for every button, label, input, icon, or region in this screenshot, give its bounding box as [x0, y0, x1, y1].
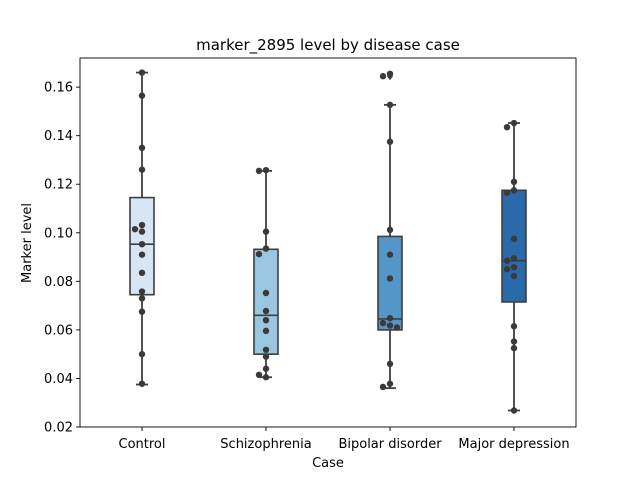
data-point — [262, 228, 270, 235]
y-tick-label: 0.14 — [44, 129, 73, 144]
data-point — [379, 319, 387, 327]
y-axis-label: Marker level — [20, 203, 35, 283]
data-point — [386, 275, 394, 282]
data-point — [510, 178, 518, 186]
data-point — [379, 73, 387, 80]
data-point — [255, 371, 263, 379]
data-point — [255, 250, 263, 258]
data-point — [138, 92, 146, 99]
data-point — [138, 288, 146, 295]
data-point — [262, 245, 270, 252]
box-group-schizophrenia — [253, 169, 279, 379]
data-point — [138, 166, 146, 173]
plot-frame — [79, 57, 577, 428]
data-point — [138, 69, 146, 76]
data-point — [386, 380, 394, 387]
data-point — [255, 167, 263, 175]
data-point — [138, 269, 146, 277]
data-point — [138, 251, 146, 258]
data-point — [503, 266, 511, 273]
y-tick-label: 0.06 — [44, 323, 73, 338]
x-axis-label: Case — [312, 456, 344, 471]
data-point — [510, 323, 518, 330]
data-point — [262, 316, 270, 324]
data-point — [510, 187, 518, 194]
data-point — [386, 251, 394, 258]
data-point — [138, 350, 146, 358]
data-point — [138, 144, 146, 152]
y-tick-label: 0.10 — [44, 226, 73, 241]
iqr-box — [253, 248, 279, 355]
data-point — [262, 353, 270, 360]
y-tick-label: 0.08 — [44, 275, 73, 290]
y-tick-label: 0.12 — [44, 178, 73, 193]
data-point — [510, 338, 518, 345]
data-point — [510, 264, 518, 271]
data-point — [393, 324, 401, 331]
box-group-bipolar-disorder — [377, 72, 403, 390]
data-point — [503, 189, 511, 196]
chart-title: marker_2895 level by disease case — [196, 36, 460, 55]
data-point — [510, 235, 518, 243]
iqr-box — [501, 189, 527, 303]
data-point — [262, 346, 270, 354]
data-point — [386, 70, 394, 77]
data-point — [510, 344, 518, 352]
y-tick-label: 0.04 — [44, 372, 73, 387]
data-point — [503, 123, 511, 131]
data-point — [379, 383, 387, 391]
data-point — [138, 240, 146, 248]
data-point — [386, 360, 394, 368]
data-point — [138, 228, 146, 235]
data-point — [138, 308, 146, 315]
x-tick-label: Bipolar disorder — [338, 437, 442, 452]
y-tick-label: 0.16 — [44, 81, 73, 96]
data-point — [262, 327, 270, 335]
data-point — [262, 365, 270, 372]
data-point — [131, 225, 139, 233]
x-tick-label: Control — [119, 437, 166, 452]
data-point — [386, 226, 394, 234]
data-point — [386, 322, 394, 329]
data-point — [138, 380, 146, 387]
data-point — [386, 101, 394, 109]
data-point — [510, 272, 518, 280]
y-tick-label: 0.02 — [44, 421, 73, 436]
x-tick-label: Schizophrenia — [220, 437, 311, 452]
data-point — [262, 307, 270, 315]
data-point — [262, 166, 270, 174]
data-point — [262, 374, 270, 381]
x-tick-label: Major depression — [458, 437, 569, 452]
data-point — [386, 138, 394, 145]
data-point — [386, 315, 394, 322]
data-point — [510, 407, 518, 414]
data-point — [510, 119, 518, 127]
data-point — [138, 221, 146, 229]
data-point — [510, 255, 518, 262]
data-point — [138, 295, 146, 302]
data-point — [503, 257, 511, 264]
box-group-major-depression — [501, 122, 527, 412]
data-point — [262, 289, 270, 297]
